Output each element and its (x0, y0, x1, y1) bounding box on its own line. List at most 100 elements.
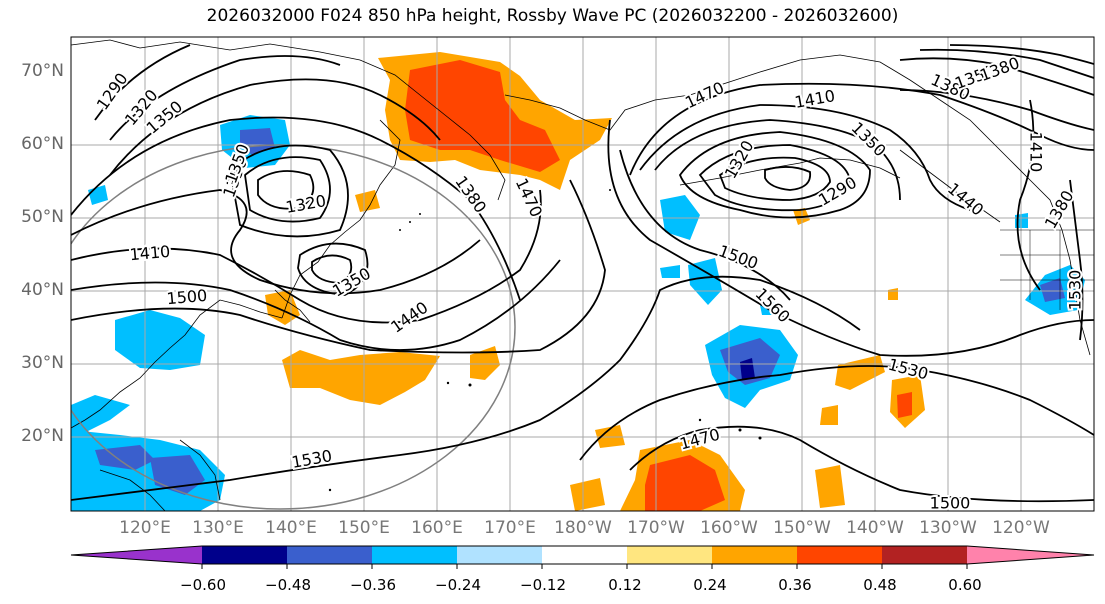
colorbar-segment (797, 546, 883, 564)
lon-label: 170°E (484, 518, 536, 538)
positive-anomaly-region (470, 346, 500, 380)
negative-anomaly-region (240, 128, 275, 155)
colorbar-tick-label: 0.24 (693, 576, 727, 594)
contour-line (71, 179, 606, 354)
contour-line (311, 254, 353, 284)
contour-line (71, 259, 561, 351)
coastline (71, 299, 283, 429)
contour-label: 1530 (1066, 270, 1085, 311)
contour-label: 1500 (930, 494, 971, 513)
island (738, 428, 742, 432)
contour-line (71, 189, 481, 295)
contour-line (629, 82, 1094, 176)
contour-line (244, 156, 331, 223)
contour-line (579, 365, 1094, 461)
colorbar-segment (372, 546, 458, 564)
island (328, 488, 332, 492)
negative-anomaly-region (660, 265, 680, 278)
negative-anomaly-region (688, 258, 722, 305)
contour-line (1069, 179, 1084, 341)
lon-label: 130°E (192, 518, 244, 538)
lat-label: 60°N (21, 134, 64, 154)
contour-line (718, 156, 831, 201)
lon-label: 120°E (119, 518, 171, 538)
colorbar-extend-max (967, 546, 1094, 564)
contour-line (1016, 99, 1041, 291)
negative-anomaly-region (115, 310, 205, 370)
coastline (71, 39, 506, 201)
colorbar-tick-label: 0.60 (948, 576, 982, 594)
positive-anomaly-region (888, 288, 898, 300)
colorbar-extend-min (71, 546, 202, 564)
positive-anomaly-region (645, 455, 725, 511)
lon-label: 150°E (338, 518, 390, 538)
colorbar (70, 545, 1095, 569)
lat-label: 30°N (21, 353, 64, 373)
colorbar-segment (627, 546, 713, 564)
island (399, 229, 401, 231)
contour-label: 1500 (166, 286, 208, 308)
contour-line (94, 44, 191, 121)
lon-label: 160°W (700, 518, 758, 538)
colorbar-tick-label: 0.12 (608, 576, 642, 594)
contour-line (899, 89, 1094, 131)
contour-line (678, 131, 871, 219)
island (758, 436, 762, 440)
contour-line (71, 275, 861, 501)
colorbar-tick-label: −0.36 (350, 576, 396, 594)
coastline (179, 439, 221, 501)
coastline (99, 469, 166, 511)
coastline (281, 119, 401, 319)
contour-line (109, 78, 441, 176)
island (609, 189, 611, 191)
contour-line (257, 170, 315, 210)
coastline (679, 157, 901, 186)
colorbar-segment (882, 546, 968, 564)
colorbar-tick-label: −0.60 (180, 576, 226, 594)
colorbar-segment (712, 546, 798, 564)
lat-label: 20°N (21, 426, 64, 446)
lat-label: 70°N (21, 61, 64, 81)
height-contours (71, 44, 1094, 503)
map-frame (70, 36, 1095, 512)
colorbar-segment (542, 546, 628, 564)
coastlines (71, 39, 1094, 511)
lat-label: 40°N (21, 280, 64, 300)
lon-label: 130°W (919, 518, 977, 538)
contour-line (619, 149, 791, 301)
colorbar-segment (287, 546, 373, 564)
contour-line (607, 119, 1094, 357)
negative-anomaly-region (1040, 278, 1065, 302)
map-title: 2026032000 F024 850 hPa height, Rossby W… (206, 6, 899, 26)
colorbar-tick-label: −0.48 (265, 576, 311, 594)
lat-label: 50°N (21, 207, 64, 227)
lon-label: 160°E (411, 518, 463, 538)
contour-line (71, 116, 521, 301)
contour-line (919, 48, 1094, 79)
contour-line (629, 425, 1094, 503)
positive-anomaly-region (815, 465, 845, 508)
coastline (899, 149, 1001, 223)
contour-label: 1410 (129, 242, 171, 264)
contour-line (654, 119, 901, 201)
reference-circle (71, 144, 516, 510)
island (468, 383, 472, 387)
contour-line (899, 57, 1094, 96)
colorbar-tick-label: −0.12 (520, 576, 566, 594)
lon-label: 120°W (992, 518, 1050, 538)
colorbar-tick-label: 0.48 (863, 576, 897, 594)
positive-anomaly-region (897, 392, 912, 418)
coastline (274, 289, 311, 323)
island (409, 221, 411, 223)
positive-anomaly-region (820, 405, 838, 425)
graticule (71, 37, 1094, 511)
lon-label: 170°W (627, 518, 685, 538)
contour-label: 1410 (1027, 132, 1046, 173)
islands (328, 189, 762, 492)
lon-label: 140°W (846, 518, 904, 538)
contour-line (71, 189, 542, 324)
contour-line (949, 44, 1094, 65)
colorbar-tick-label: 0.36 (778, 576, 812, 594)
lon-label: 180°W (554, 518, 612, 538)
contour-line (229, 144, 349, 238)
